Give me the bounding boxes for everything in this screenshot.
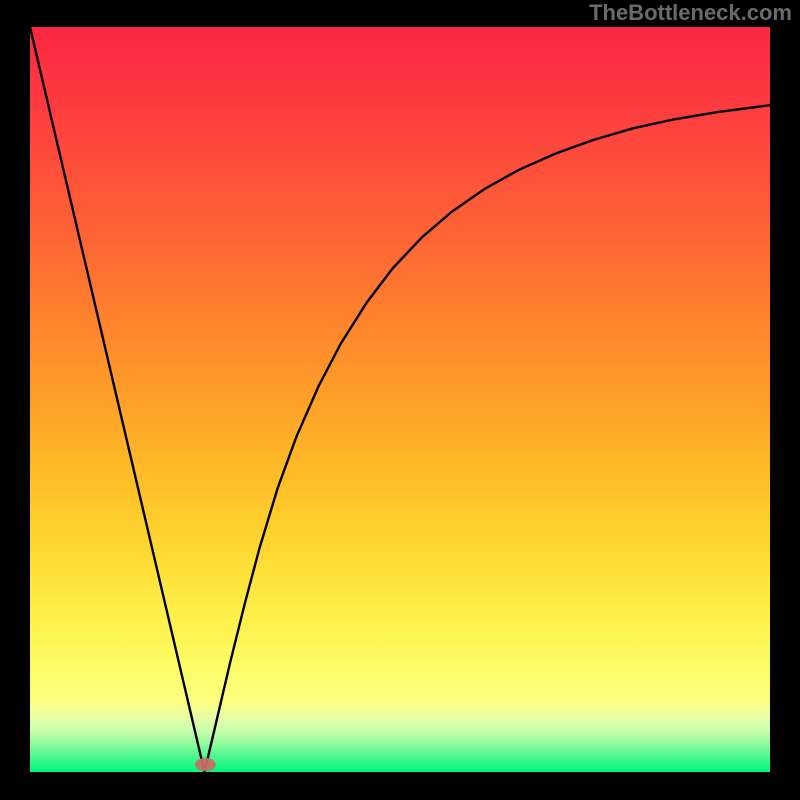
curve-layer <box>30 27 770 772</box>
chart-container: TheBottleneck.com <box>0 0 800 800</box>
plot-area <box>30 27 770 772</box>
bottleneck-curve <box>30 27 770 772</box>
minimum-marker <box>195 758 216 771</box>
watermark-text: TheBottleneck.com <box>589 0 792 24</box>
